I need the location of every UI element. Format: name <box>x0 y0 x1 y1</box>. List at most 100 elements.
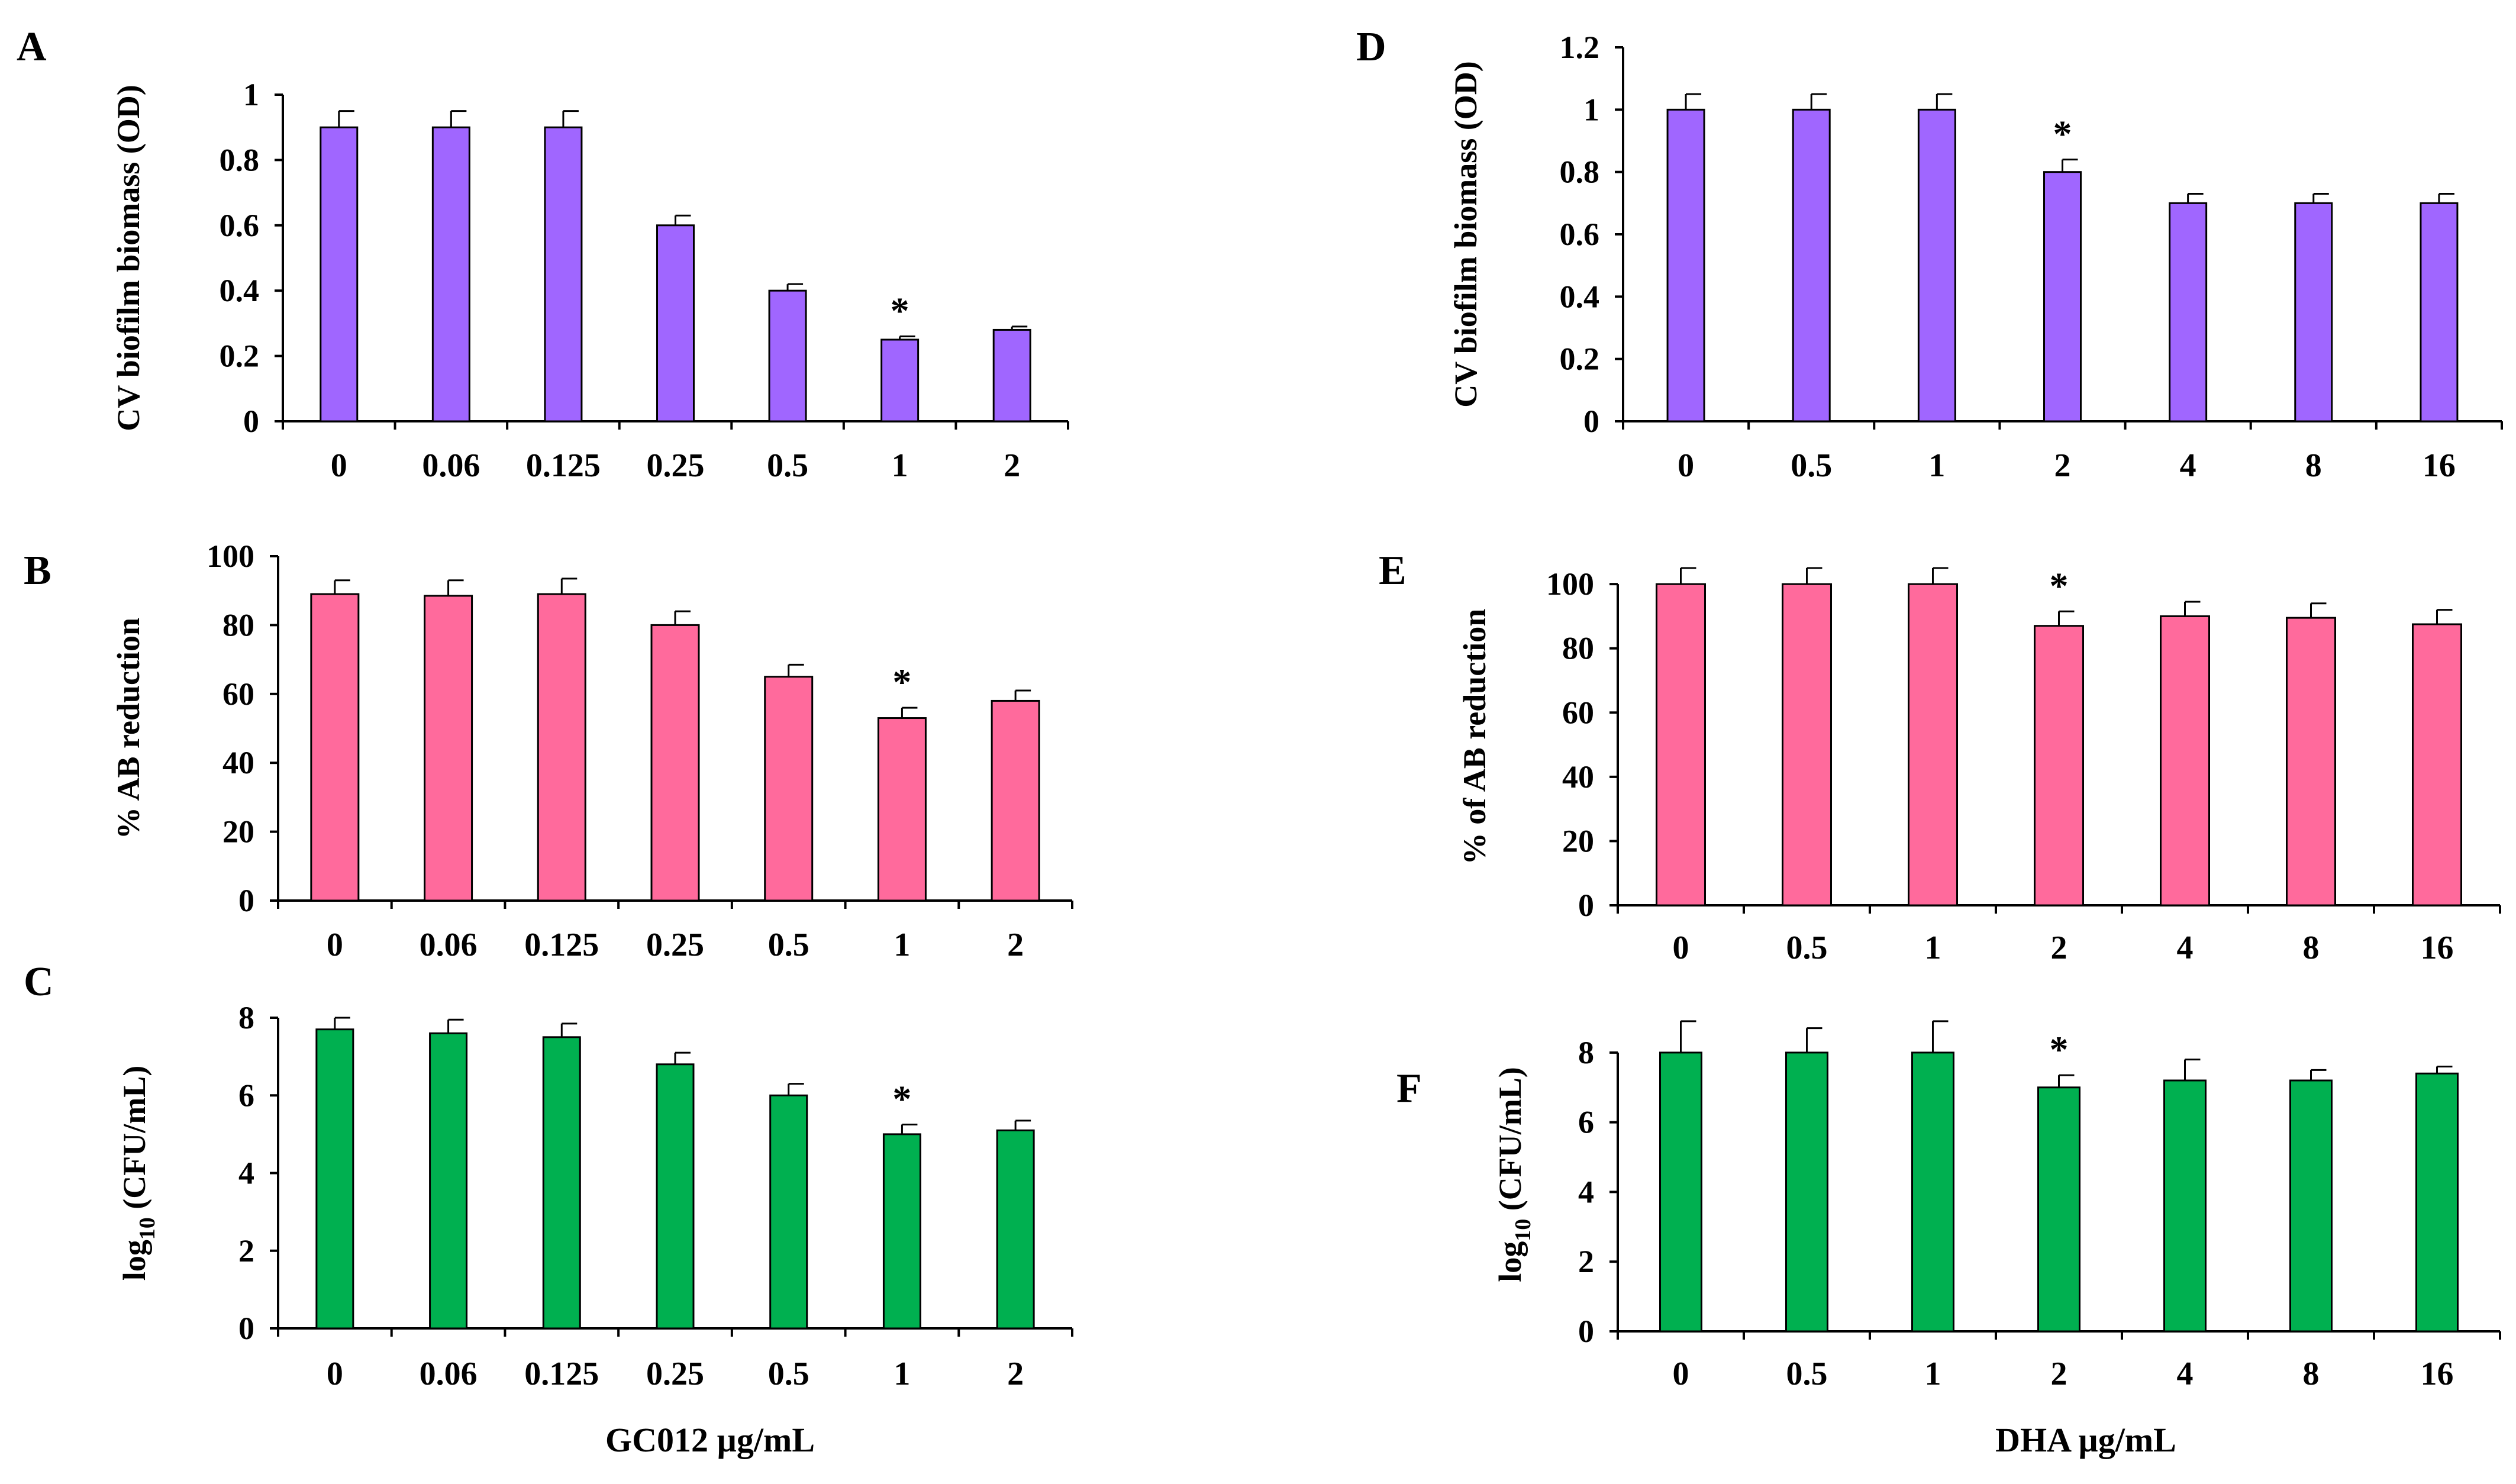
y-tick-label-b: 100 <box>207 538 254 574</box>
y-axis-label-subscript: 10 <box>1511 1219 1536 1241</box>
x-tick-label-a: 0.06 <box>422 447 480 484</box>
bar-e-0 <box>1656 583 1706 906</box>
y-tick-label-d: 1.2 <box>1560 30 1600 65</box>
y-axis-label-c: log10 (CFU/mL) <box>117 1066 160 1280</box>
y-axis-label-b: % AB reduction <box>111 618 146 839</box>
x-tick-label-a: 0.5 <box>767 447 808 484</box>
y-tick-label-d: 0.8 <box>1560 154 1600 190</box>
y-tick-label-b: 0 <box>238 883 254 918</box>
panel-letter-a: A <box>17 24 47 70</box>
bar-d-5 <box>2294 202 2333 422</box>
bar-a-3 <box>656 224 695 422</box>
bar-f-2 <box>1911 1051 1954 1333</box>
bar-f-1 <box>1785 1051 1828 1333</box>
bar-f-6 <box>2415 1072 2459 1333</box>
y-tick-label-a: 0.2 <box>220 338 260 374</box>
x-tick-label-e: 2 <box>2051 930 2067 966</box>
bar-e-3 <box>2034 625 2084 906</box>
y-tick-label-d: 0.4 <box>1560 279 1600 314</box>
bar-a-4 <box>768 289 807 422</box>
y-tick-label-f: 0 <box>1578 1314 1594 1349</box>
panel-letter-c: C <box>24 959 54 1005</box>
x-tick-label-b: 1 <box>893 927 910 963</box>
chart-f: 0 2 4 6 8 0 0.5 1 2 * 4 8 16 log10 (CFU/mL) <box>1492 1020 2501 1392</box>
bar-c-2 <box>542 1036 581 1330</box>
y-tick-label-c: 0 <box>238 1311 254 1346</box>
y-axis-label-d: CV biofilm biomass (OD) <box>1448 61 1483 408</box>
y-axis-label-main: log <box>117 1240 152 1280</box>
chart-b: 0 20 40 60 80 100 0 0.06 0.125 0.25 0.5 1 * 2 % AB red… <box>111 538 1073 963</box>
x-tick-label-e: 8 <box>2303 930 2320 966</box>
x-tick-label-a: 1 <box>892 447 908 484</box>
chart-c: 0 2 4 6 8 0 0.06 0.125 0.25 0.5 1 * 2 log10 (CFU/mL) <box>117 1000 1073 1392</box>
y-axis-label-e: % of AB reduction <box>1457 609 1492 865</box>
significance-mark-e: * <box>2050 564 2069 606</box>
bar-f-4 <box>2163 1079 2207 1333</box>
x-tick-label-f: 8 <box>2303 1356 2320 1392</box>
bar-c-3 <box>656 1063 695 1330</box>
x-tick-label-d: 1 <box>1928 447 1945 484</box>
y-tick-label-b: 60 <box>222 676 254 712</box>
y-tick-label-d: 0 <box>1583 404 1599 439</box>
bar-e-5 <box>2286 617 2336 906</box>
panel-letter-b: B <box>24 548 51 593</box>
x-tick-label-c: 1 <box>893 1356 910 1392</box>
x-tick-label-c: 2 <box>1007 1356 1024 1392</box>
x-tick-label-e: 16 <box>2421 930 2454 966</box>
x-tick-label-b: 0.06 <box>420 927 478 963</box>
bar-d-0 <box>1666 108 1705 422</box>
bar-b-6 <box>991 699 1040 902</box>
bar-a-6 <box>992 328 1031 422</box>
y-axis-label-subscript: 10 <box>135 1217 160 1240</box>
y-tick-label-a: 0.4 <box>220 273 260 308</box>
bar-e-2 <box>1908 583 1958 906</box>
y-axis-label-f: log10 (CFU/mL) <box>1492 1067 1536 1282</box>
bar-e-4 <box>2160 615 2210 906</box>
bar-f-0 <box>1659 1051 1702 1333</box>
y-axis-label-main: log <box>1492 1241 1528 1282</box>
chart-d: 0 0.2 0.4 0.6 0.8 1 1.2 0 0.5 1 2 * 4 8 16 CV biofilm b… <box>1448 30 2503 484</box>
y-tick-label-a: 1 <box>243 77 259 112</box>
y-axis-label-unit: (CFU/mL) <box>1492 1067 1528 1218</box>
bar-b-3 <box>650 624 700 902</box>
x-tick-label-e: 4 <box>2177 930 2194 966</box>
x-tick-label-a: 0 <box>331 447 347 484</box>
bar-a-1 <box>431 126 470 422</box>
y-tick-label-c: 6 <box>238 1077 254 1113</box>
y-tick-label-d: 1 <box>1583 92 1599 127</box>
y-axis-label-unit: (CFU/mL) <box>117 1066 152 1217</box>
y-tick-label-e: 60 <box>1562 695 1594 730</box>
x-tick-label-f: 4 <box>2177 1356 2194 1392</box>
x-tick-label-f: 0.5 <box>1786 1356 1828 1392</box>
x-tick-label-f: 1 <box>1925 1356 1941 1392</box>
chart-e: 0 20 40 60 80 100 0 0.5 1 2 * 4 8 16 % of AB reduction <box>1457 564 2501 966</box>
x-tick-label-d: 16 <box>2423 447 2456 484</box>
y-tick-label-f: 4 <box>1578 1174 1594 1209</box>
significance-mark-c: * <box>892 1077 911 1120</box>
x-axis-title-right: DHA µg/mL <box>1995 1421 2176 1459</box>
bar-a-2 <box>544 126 583 422</box>
bar-c-4 <box>769 1094 808 1330</box>
panel-letter-d: D <box>1356 24 1386 70</box>
x-tick-label-c: 0.06 <box>420 1356 478 1392</box>
bar-c-5 <box>882 1133 921 1330</box>
bar-f-3 <box>2037 1086 2080 1333</box>
panel-letter-f: F <box>1396 1066 1422 1111</box>
y-axis-label-main: % of AB reduction <box>1457 609 1492 865</box>
y-tick-label-a: 0 <box>243 404 259 439</box>
x-tick-label-c: 0.125 <box>524 1356 599 1392</box>
x-tick-label-c: 0 <box>327 1356 343 1392</box>
x-tick-label-a: 0.125 <box>526 447 601 484</box>
bar-d-3 <box>2043 171 2082 422</box>
bar-c-0 <box>315 1028 354 1330</box>
y-tick-label-f: 8 <box>1578 1035 1594 1070</box>
x-tick-label-f: 0 <box>1673 1356 1689 1392</box>
x-tick-label-c: 0.25 <box>646 1356 704 1392</box>
bar-d-6 <box>2420 202 2459 422</box>
y-tick-label-c: 2 <box>238 1233 254 1269</box>
x-tick-label-f: 2 <box>2051 1356 2067 1392</box>
bar-b-5 <box>877 717 927 902</box>
bar-b-2 <box>537 593 586 902</box>
bar-d-1 <box>1792 108 1831 422</box>
